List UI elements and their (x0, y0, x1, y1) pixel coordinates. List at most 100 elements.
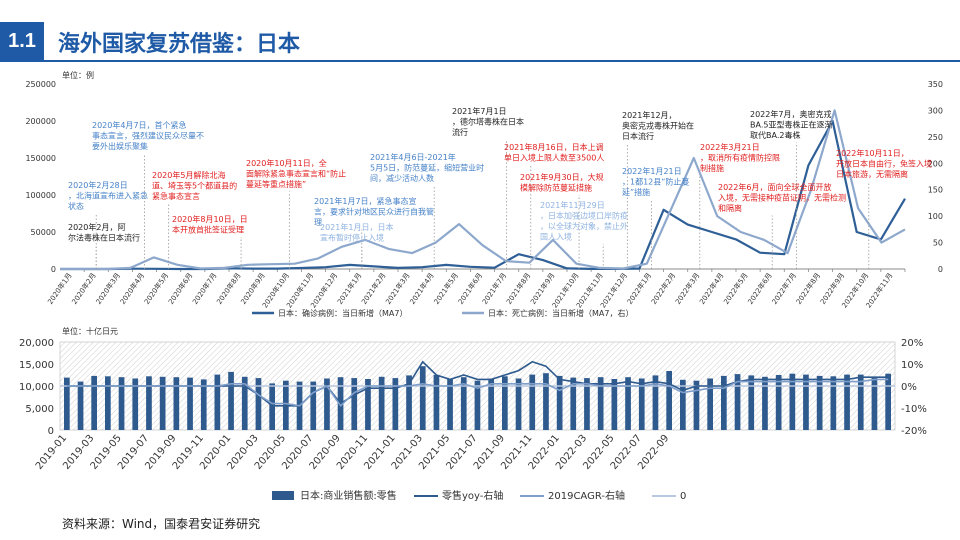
retail-sales-bar (214, 374, 221, 430)
y-right-tick-label: 150 (928, 186, 943, 195)
annotation-label: 2021年12月，奥密克戎毒株开始在日本流行 (622, 110, 694, 141)
y-left-tick-label: 100000 (25, 191, 56, 200)
annotation-label: 2020年5月解除北海道、埼玉等5个都道县的紧急事态宣言 (152, 170, 237, 201)
retail-sales-bar (378, 376, 385, 430)
retail-sales-bar (789, 373, 796, 430)
annotation-label: 2022年7月，奥密克戎 BA.5亚型毒株正在逐渐取代BA.2毒株 (750, 109, 832, 140)
x-tick-label: 2021年5月 (432, 271, 460, 306)
retail-sales-bar (584, 378, 590, 430)
x-tick-label: 2020年4月 (118, 271, 146, 306)
retail-sales-bar (241, 376, 248, 430)
retail-sales-bar (77, 381, 84, 430)
retail-sales-bar (707, 378, 713, 430)
retail-sales-bar (105, 376, 111, 430)
y-right-tick-label: 300 (928, 106, 943, 115)
annotation-label: 2021年11月29日，日本加强边境口岸防疫，以全球为对象，禁止外国人入境 (540, 200, 628, 242)
annotation-label: 2020年2月28日，北海道宣布进入紧急状态 (68, 180, 148, 211)
retail-sales-bar (200, 379, 207, 430)
y-left-tick-label: 200000 (25, 117, 56, 126)
retail-sales-bar (474, 380, 481, 430)
legend-label: 2019CAGR-右轴 (548, 489, 625, 502)
source-note: 资料来源：Wind，国泰君安证券研究 (62, 517, 261, 531)
retail-sales-bar (885, 373, 891, 430)
x-tick-label: 2022年1月 (625, 271, 653, 306)
legend-label: 零售yoy-右轴 (442, 489, 503, 502)
retail-sales-bar (803, 374, 809, 430)
retail-sales-bar (419, 366, 426, 430)
y-right-tick-label: 0 (938, 265, 943, 274)
retail-sales-bar (638, 378, 645, 430)
x-tick-label: 2020年3月 (94, 271, 122, 306)
retail-sales-chart: 单位：十亿日元 0 5,000 10,000 15,000 20,000 -20% -10% 0… (19, 326, 927, 502)
x-tick-label: 2021年9月 (528, 271, 556, 306)
y-right-tick-label: 250 (928, 133, 943, 142)
retail-sales-bar (611, 379, 618, 430)
y-left-tick-label: 250000 (25, 80, 56, 89)
retail-sales-bar (857, 374, 864, 430)
page-title: 海外国家复苏借鉴：日本 (58, 32, 301, 57)
y-right-tick-label: 200 (928, 159, 943, 168)
x-tick-label: 2021年8月 (504, 271, 532, 306)
x-tick-label: 2021年7月 (480, 271, 508, 306)
unit-label: 单位：十亿日元 (62, 326, 118, 336)
y-left-tick-label: 20,000 (19, 338, 54, 349)
retail-sales-bar (146, 376, 152, 430)
section-number-badge: 1.1 (0, 22, 44, 60)
legend-swatch (272, 491, 294, 500)
retail-sales-bar (816, 375, 823, 430)
retail-sales-bar (844, 374, 850, 430)
retail-sales-bar (871, 376, 878, 430)
retail-sales-bar (187, 377, 193, 430)
retail-sales-bar (775, 375, 782, 430)
retail-sales-bar (255, 378, 262, 430)
x-tick-label: 2022年3月 (673, 271, 701, 306)
y-left-tick-label: 0 (48, 426, 54, 437)
retail-sales-bar (693, 380, 700, 430)
retail-sales-bar (132, 378, 139, 430)
retail-sales-bar (556, 375, 563, 430)
annotation-label: 2020年2月，阿尔法毒株在日本流行 (68, 222, 140, 243)
y-right-tick-label: 20% (901, 338, 923, 349)
retail-sales-bar (597, 377, 604, 430)
x-tick-label: 2022年8月 (794, 271, 822, 306)
covid-cases-chart: 单位：例 0 50000 100000 150000 200000 250000 0 50 100… (25, 70, 943, 318)
annotation-label: 2022年1月21日，1都12县“防止蔓延”措施 (622, 166, 689, 197)
annotation-label: 2020年4月7日，首个紧急事态宣言，强烈建议民众尽量不要外出娱乐聚集 (92, 120, 204, 151)
annotation-label: 2020年8月10日，日本开放首批签证受理 (172, 214, 248, 235)
y-left-tick-label: 50000 (31, 228, 56, 237)
retail-sales-bar (173, 377, 180, 430)
annotation-label: 2022年3月21日，取消所有疫情防控限制措施 (700, 142, 780, 173)
annotation-label: 2020年10月11日，全面解除紧急事态宣言和“防止蔓延等重点措施” (246, 158, 346, 189)
x-tick-label: 2022年2月 (649, 271, 677, 306)
deaths-line (60, 109, 906, 271)
legend-label: 日本:商业销售额:零售 (300, 489, 397, 502)
retail-sales-bar (830, 376, 837, 430)
retail-sales-bar (351, 378, 358, 430)
x-tick-label: 2021年1月 (335, 271, 363, 306)
annotation-label: 2021年1月7日，紧急事态宣言，要求针对地区民众进行自我管理 (314, 196, 434, 227)
x-tick-label: 2021年2月 (359, 271, 387, 306)
retail-sales-bar (625, 377, 631, 430)
retail-sales-bar (734, 374, 741, 430)
retail-sales-bar (64, 377, 70, 430)
x-tick-label: 2020年2月 (70, 271, 98, 306)
x-tick-label: 2022年9月 (818, 271, 846, 306)
retail-sales-bar (666, 371, 672, 430)
y-right-tick-label: -10% (901, 404, 927, 415)
retail-sales-bar (447, 379, 453, 430)
y-right-tick-label: 0% (901, 382, 917, 393)
y-right-tick-label: 350 (928, 80, 943, 89)
x-tick-label: 2022年7月 (770, 271, 798, 306)
annotation-label: 2022年6月，面向全球全面开放入境，无需接种疫苗证明，无需检测和隔离 (718, 182, 846, 213)
annotation-label: 2021年7月1日，德尔塔毒株在日本流行 (452, 106, 524, 137)
header: 1.1 海外国家复苏借鉴：日本 (0, 0, 960, 62)
x-tick-label: 2020年8月 (215, 271, 243, 306)
retail-sales-bar (406, 375, 412, 430)
legend-label: 日本：确诊病例：当日新增（MA7） (278, 308, 407, 318)
y-left-tick-label: 15,000 (19, 360, 54, 371)
retail-sales-bar (721, 375, 727, 430)
annotation-label: 2022年10月11日，开放日本自由行，免签入境日本旅游，无需隔离 (836, 148, 932, 179)
retail-sales-bar (365, 379, 371, 430)
retail-sales-bar (652, 375, 659, 430)
retail-sales-bar (529, 374, 536, 430)
